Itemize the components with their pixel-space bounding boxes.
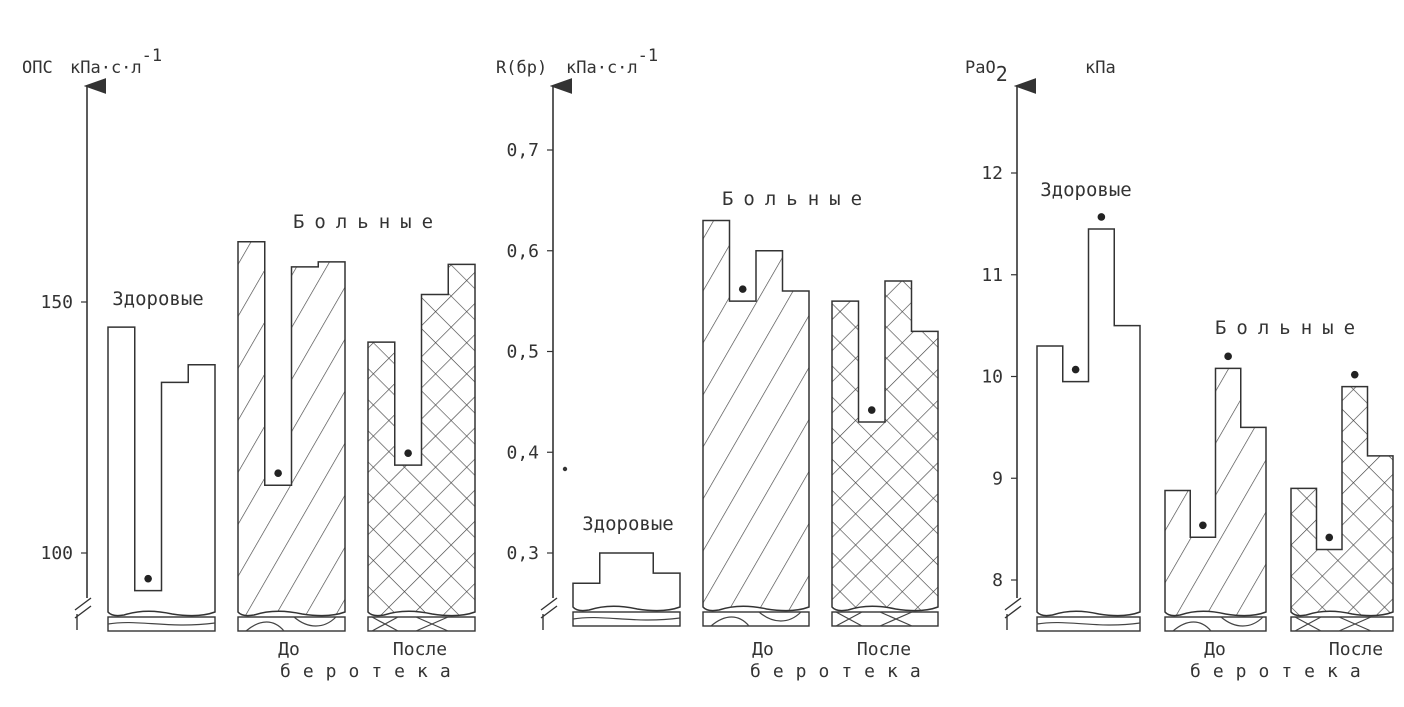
bar-base-plate <box>367 616 476 632</box>
y-tick-label: 0,3 <box>506 543 539 564</box>
group-label-healthy: Здоровые <box>1040 179 1132 201</box>
group-label-healthy: Здоровые <box>112 288 204 310</box>
y-axis-label: ОПС <box>22 58 53 78</box>
significance-dot <box>1199 521 1207 530</box>
bar-step-1 <box>1164 367 1267 617</box>
bar-step-1 <box>702 219 810 612</box>
significance-dot <box>867 406 876 414</box>
y-axis-label: PaO2 <box>965 58 1008 86</box>
bar-base-decoration <box>245 616 337 632</box>
y-axis-label-text: ОПС <box>22 58 53 78</box>
y-tick-label: 0,7 <box>506 140 539 161</box>
patients-label: Больные <box>293 211 443 233</box>
unit-label: кПа·с·л-1 <box>566 46 658 78</box>
bar-step-0 <box>107 326 216 617</box>
drug-label: беротека <box>1190 661 1373 682</box>
bar-base-decoration <box>1172 616 1264 632</box>
bar-base-plate <box>831 611 939 627</box>
y-tick-label: 0,6 <box>506 241 539 262</box>
y-axis-label-text: R(бр) <box>496 58 547 78</box>
patients-label: Больные <box>722 188 872 210</box>
y-axis-label-subscript: 2 <box>996 62 1008 86</box>
bar-base-plate <box>237 616 346 632</box>
significance-dot <box>274 469 282 478</box>
significance-dot <box>1224 352 1232 361</box>
before-label: До <box>278 639 300 660</box>
y-tick-label: 100 <box>40 543 73 564</box>
y-tick-label: 10 <box>981 367 1003 388</box>
bar-base-decoration <box>107 621 216 626</box>
panel-pao2: PaO2 кПа 8 9 10 11 12 Здоровые Больные До Послебер… <box>965 58 1394 682</box>
significance-dot <box>144 574 152 583</box>
group-label-healthy: Здоровые <box>582 513 674 535</box>
before-label: До <box>1204 639 1226 660</box>
significance-dot <box>1097 213 1106 221</box>
y-tick-label: 0,4 <box>506 442 539 463</box>
significance-dot <box>404 449 412 457</box>
significance-dot <box>1071 365 1080 374</box>
drug-label: беротека <box>280 661 463 682</box>
bar-step-0 <box>572 552 681 612</box>
panel-ops: ОПС кПа·с·л-1 100 150 Здоровые Больные До После… <box>22 46 476 682</box>
after-label: После <box>393 639 447 660</box>
bar-step-0 <box>1036 228 1141 617</box>
significance-dot <box>738 285 747 293</box>
after-label: После <box>1329 639 1383 660</box>
bar-base-decoration <box>572 616 681 621</box>
y-tick-label: 0,5 <box>506 342 539 363</box>
bar-base-decoration <box>1036 621 1141 626</box>
unit-label-text: кПа·с·л <box>566 58 638 78</box>
y-axis-label: R(бр) <box>496 58 547 78</box>
bar-step-2 <box>367 263 476 617</box>
y-tick-label: 150 <box>40 292 73 313</box>
significance-dot <box>1325 533 1334 542</box>
drug-label: беротека <box>750 661 933 682</box>
bar-base-plate <box>702 611 810 627</box>
bar-base-decoration <box>710 611 802 627</box>
bar-base-decoration <box>1294 616 1372 632</box>
y-axis-label-text: PaO <box>965 58 996 78</box>
unit-label-text: кПа <box>1085 58 1116 78</box>
bar-base-decoration <box>835 611 913 627</box>
unit-label-exponent: -1 <box>638 46 658 66</box>
y-tick-label: 8 <box>992 570 1003 591</box>
after-label: После <box>857 639 911 660</box>
y-tick-label: 9 <box>992 468 1003 489</box>
unit-label-text: кПа·с·л <box>70 58 142 78</box>
significance-dot <box>1350 370 1359 379</box>
bar-step-2 <box>1290 385 1394 617</box>
patients-label: Больные <box>1215 317 1365 339</box>
panel-rbr: R(бр) кПа·с·л-1 0,3 0,4 0,5 0,6 0,7 Здоровые Бол… <box>496 46 939 682</box>
y-tick-label: 11 <box>981 265 1003 286</box>
bar-step-2 <box>831 280 939 612</box>
bar-step-1 <box>237 241 346 617</box>
before-label: До <box>752 639 774 660</box>
bar-base-decoration <box>371 616 449 632</box>
stray-mark <box>562 466 568 472</box>
bar-base-plate <box>1164 616 1267 632</box>
y-tick-label: 12 <box>981 163 1003 184</box>
bar-base-plate <box>1290 616 1394 632</box>
unit-label: кПа·с·л-1 <box>70 46 162 78</box>
unit-label: кПа <box>1085 58 1116 78</box>
unit-label-exponent: -1 <box>142 46 162 66</box>
